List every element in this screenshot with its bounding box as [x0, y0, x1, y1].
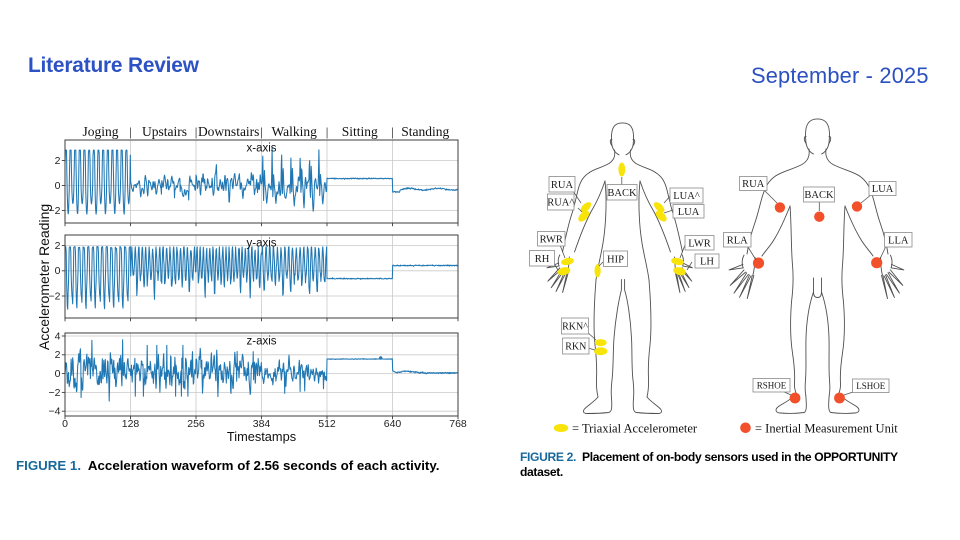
svg-text:= Triaxial Accelerometer: = Triaxial Accelerometer: [572, 422, 698, 436]
svg-text:640: 640: [384, 418, 402, 430]
svg-text:512: 512: [318, 418, 336, 430]
svg-text:−4: −4: [49, 406, 61, 418]
svg-text:LUA^: LUA^: [673, 191, 700, 202]
svg-text:LLA: LLA: [888, 235, 909, 246]
svg-text:RKN: RKN: [565, 341, 586, 352]
svg-text:0: 0: [55, 265, 61, 277]
svg-text:−2: −2: [49, 205, 61, 217]
svg-text:0: 0: [55, 368, 61, 380]
svg-text:HIP: HIP: [607, 254, 624, 265]
svg-text:|: |: [326, 124, 329, 139]
svg-text:RH: RH: [535, 254, 550, 265]
svg-text:x-axis: x-axis: [246, 143, 276, 155]
svg-text:128: 128: [122, 418, 140, 430]
svg-text:Standing: Standing: [401, 124, 449, 139]
svg-text:2: 2: [55, 349, 61, 361]
svg-text:RUA: RUA: [551, 180, 574, 191]
svg-text:−2: −2: [49, 290, 61, 302]
svg-text:Sitting: Sitting: [342, 124, 378, 139]
svg-text:RWR: RWR: [540, 234, 563, 245]
svg-text:|: |: [195, 124, 198, 139]
svg-text:2: 2: [55, 155, 61, 167]
svg-text:LUA: LUA: [872, 184, 894, 195]
svg-text:= Inertial Measurement Unit: = Inertial Measurement Unit: [755, 422, 898, 436]
svg-text:z-axis: z-axis: [246, 336, 276, 348]
svg-text:0: 0: [62, 418, 68, 430]
svg-text:y-axis: y-axis: [246, 238, 276, 250]
svg-text:768: 768: [449, 418, 467, 430]
svg-text:0: 0: [55, 180, 61, 192]
svg-text:Accelerometer Reading: Accelerometer Reading: [36, 204, 52, 350]
svg-text:Upstairs: Upstairs: [142, 124, 187, 139]
svg-text:LH: LH: [700, 257, 714, 268]
svg-text:|: |: [260, 124, 263, 139]
svg-text:|: |: [391, 124, 394, 139]
svg-text:RUA^: RUA^: [547, 198, 574, 209]
svg-text:384: 384: [253, 418, 271, 430]
svg-text:Joging: Joging: [82, 124, 118, 139]
svg-text:−2: −2: [49, 387, 61, 399]
svg-text:4: 4: [55, 330, 61, 342]
svg-text:LUA: LUA: [678, 207, 700, 218]
svg-text:BACK: BACK: [607, 188, 637, 199]
svg-text:RKN^: RKN^: [562, 321, 588, 332]
svg-text:BACK: BACK: [804, 190, 834, 201]
svg-text:LSHOE: LSHOE: [856, 381, 886, 391]
svg-text:2: 2: [55, 240, 61, 252]
svg-text:Timestamps: Timestamps: [227, 429, 296, 444]
svg-text:RUA: RUA: [742, 179, 765, 190]
svg-text:|: |: [129, 124, 132, 139]
svg-text:Downstairs: Downstairs: [198, 124, 260, 139]
svg-text:Walking: Walking: [271, 124, 317, 139]
svg-text:RSHOE: RSHOE: [757, 380, 787, 390]
svg-text:256: 256: [187, 418, 205, 430]
svg-text:RLA: RLA: [727, 235, 748, 246]
svg-text:LWR: LWR: [688, 238, 711, 249]
